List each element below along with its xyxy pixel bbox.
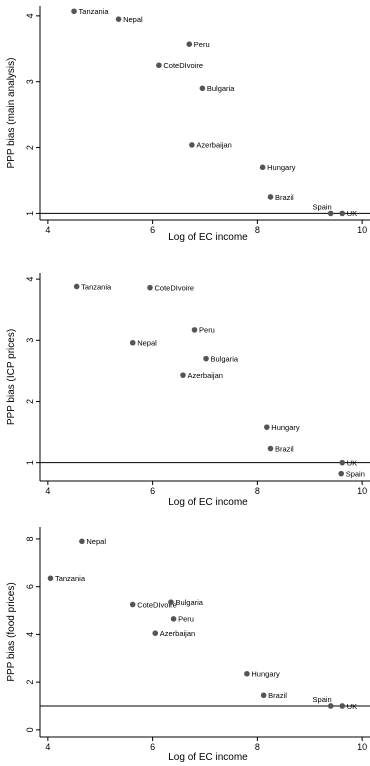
data-point-tanzania <box>71 8 77 15</box>
data-point-uk <box>339 459 346 466</box>
data-point-nepal <box>129 339 136 346</box>
data-point-azerbaijan <box>180 372 186 378</box>
point-label: Peru <box>178 615 194 624</box>
y-axis-title: PPP bias (food prices) <box>6 582 17 681</box>
x-tick-label: 8 <box>255 486 260 496</box>
data-point-brazil <box>260 692 267 699</box>
x-tick-label: 10 <box>357 742 367 752</box>
y-tick-label: 6 <box>25 584 35 589</box>
x-tick-label: 6 <box>150 486 155 496</box>
x-tick-label: 10 <box>357 486 367 496</box>
point-label: UK <box>347 702 357 711</box>
point-label: CoteDIvoire <box>155 283 195 292</box>
data-point-uk <box>339 703 346 709</box>
data-point-brazil <box>267 194 274 200</box>
data-point-spain <box>327 703 334 709</box>
point-label: Brazil <box>268 691 287 700</box>
point-label: Spain <box>313 695 332 704</box>
point-label: Hungary <box>267 163 296 172</box>
point-label: Azerbaijan <box>196 141 231 150</box>
y-tick-label: 2 <box>25 399 35 404</box>
y-tick-label: 3 <box>25 79 35 84</box>
data-point-uk <box>339 210 346 217</box>
point-label: UK <box>347 458 357 467</box>
y-tick-label: 8 <box>25 536 35 541</box>
y-axis-title: PPP bias (ICP prices) <box>6 329 17 425</box>
y-tick-label: 4 <box>25 13 35 18</box>
point-label: Bulgaria <box>211 354 239 363</box>
y-tick-label: 2 <box>25 680 35 685</box>
data-point-spain <box>338 470 344 477</box>
data-point-bulgaria <box>199 85 206 92</box>
point-label: Hungary <box>251 670 280 679</box>
x-tick-label: 4 <box>45 486 50 496</box>
point-label: Spain <box>346 469 365 478</box>
point-label: CoteDIvoire <box>137 600 177 609</box>
data-point-tanzania <box>73 283 80 290</box>
x-axis-title: Log of EC income <box>168 497 248 508</box>
x-tick-label: 6 <box>150 742 155 752</box>
data-point-azerbaijan <box>152 630 159 636</box>
point-label: Nepal <box>86 537 106 546</box>
point-label: Nepal <box>123 15 143 24</box>
point-label: Brazil <box>275 193 294 202</box>
point-label: CoteDIvoire <box>163 61 203 70</box>
data-point-peru <box>170 616 177 622</box>
point-label: Azerbaijan <box>160 629 195 638</box>
x-tick-label: 8 <box>255 225 260 235</box>
data-point-brazil <box>267 445 274 452</box>
data-point-hungary <box>259 164 266 171</box>
point-label: Azerbaijan <box>188 371 223 380</box>
point-label: Tanzania <box>55 574 86 583</box>
scatter-panel-3: 4 6 8 10 0 2 4 6 8 Nepal Tanzania CoteDIvoireBulgar… <box>6 527 370 763</box>
data-point-bulgaria <box>203 355 209 362</box>
point-label: Spain <box>313 202 332 211</box>
x-tick-label: 4 <box>45 225 50 235</box>
data-point-peru <box>186 41 193 47</box>
point-label: UK <box>347 209 357 218</box>
y-tick-label: 2 <box>25 145 35 150</box>
data-point-tanzania <box>47 575 54 582</box>
y-tick-label: 4 <box>25 632 35 637</box>
point-label: Tanzania <box>81 282 112 291</box>
x-tick-label: 6 <box>150 225 155 235</box>
y-tick-label: 4 <box>25 277 35 282</box>
data-point-spain <box>327 210 334 217</box>
y-tick-label: 0 <box>25 727 35 732</box>
point-label: Tanzania <box>79 7 110 16</box>
point-label: Peru <box>194 40 210 49</box>
data-point-hungary <box>244 670 250 677</box>
y-tick-label: 1 <box>25 211 35 216</box>
y-tick-label: 1 <box>25 460 35 465</box>
data-point-cotedivoire <box>129 601 136 608</box>
data-point-nepal <box>79 538 85 545</box>
data-point-nepal <box>115 16 122 22</box>
point-label: Nepal <box>137 339 157 348</box>
x-tick-label: 8 <box>255 742 260 752</box>
data-point-hungary <box>264 424 270 430</box>
x-axis-title: Log of EC income <box>168 232 248 243</box>
data-point-cotedivoire <box>156 62 162 69</box>
point-label: Hungary <box>271 423 300 432</box>
y-axis-title: PPP bias (main analysis) <box>6 58 17 169</box>
x-tick-label: 4 <box>45 742 50 752</box>
data-point-bulgaria <box>168 599 174 605</box>
data-point-azerbaijan <box>189 142 195 148</box>
point-label: Brazil <box>275 444 294 453</box>
x-axis-title: Log of EC income <box>168 752 248 763</box>
point-label: Bulgaria <box>207 84 235 93</box>
point-label: Bulgaria <box>175 598 203 607</box>
x-tick-label: 10 <box>357 225 367 235</box>
y-tick-label: 3 <box>25 338 35 343</box>
data-point-cotedivoire <box>147 284 153 291</box>
data-point-peru <box>191 327 198 333</box>
point-label: Peru <box>199 326 215 335</box>
